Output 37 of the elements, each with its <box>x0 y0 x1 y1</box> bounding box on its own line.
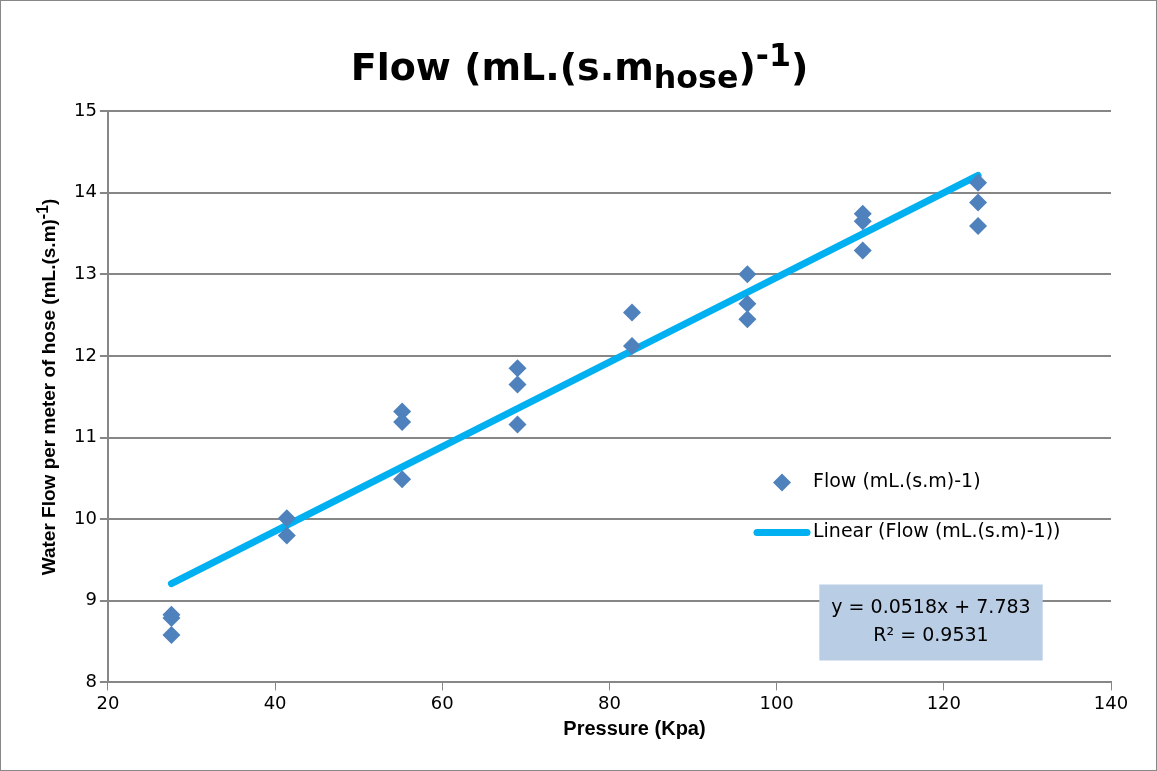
point <box>508 415 527 434</box>
annotation: R² = 0.9531 <box>873 623 989 646</box>
y-tick-label: 10 <box>74 506 97 528</box>
point <box>623 337 642 356</box>
x-axis-title: Pressure (Kpa) <box>562 717 707 740</box>
y-tick-label: 14 <box>74 180 97 202</box>
x-tick-label: 140 <box>1093 691 1129 713</box>
y-tick-label: 13 <box>74 261 97 283</box>
x-tick-label: 100 <box>759 691 794 713</box>
y-tick-label: 9 <box>85 588 97 610</box>
legend-label: Flow (mL.(s.m)-1) <box>813 469 981 492</box>
point <box>738 265 757 284</box>
point <box>623 303 642 322</box>
y-tick-label: 15 <box>74 98 97 120</box>
x-tick-label: 40 <box>263 691 287 713</box>
point <box>508 359 527 378</box>
x-tick-label: 60 <box>430 691 454 713</box>
chart-title: Flow (mL.(s.m$_{hose}$)$^{-1}$) <box>349 37 810 96</box>
point <box>738 294 757 313</box>
point <box>508 375 527 394</box>
y-tick-label: 8 <box>85 670 97 692</box>
y-tick-label: 12 <box>74 343 97 365</box>
point <box>738 310 757 329</box>
legend-label: Linear (Flow (mL.(s.m)-1)) <box>813 519 1061 542</box>
point <box>853 241 872 260</box>
annotation: y = 0.0518x + 7.783 <box>831 595 1031 618</box>
point <box>277 509 296 528</box>
x-tick-label: 20 <box>96 691 120 713</box>
point <box>162 626 181 645</box>
y-tick-label: 11 <box>74 425 97 447</box>
point <box>277 526 296 545</box>
x-tick-label: 80 <box>598 691 621 713</box>
x-tick-label: 120 <box>926 691 961 713</box>
point <box>969 193 988 212</box>
point <box>969 217 988 236</box>
point <box>393 470 412 489</box>
point <box>969 173 988 192</box>
